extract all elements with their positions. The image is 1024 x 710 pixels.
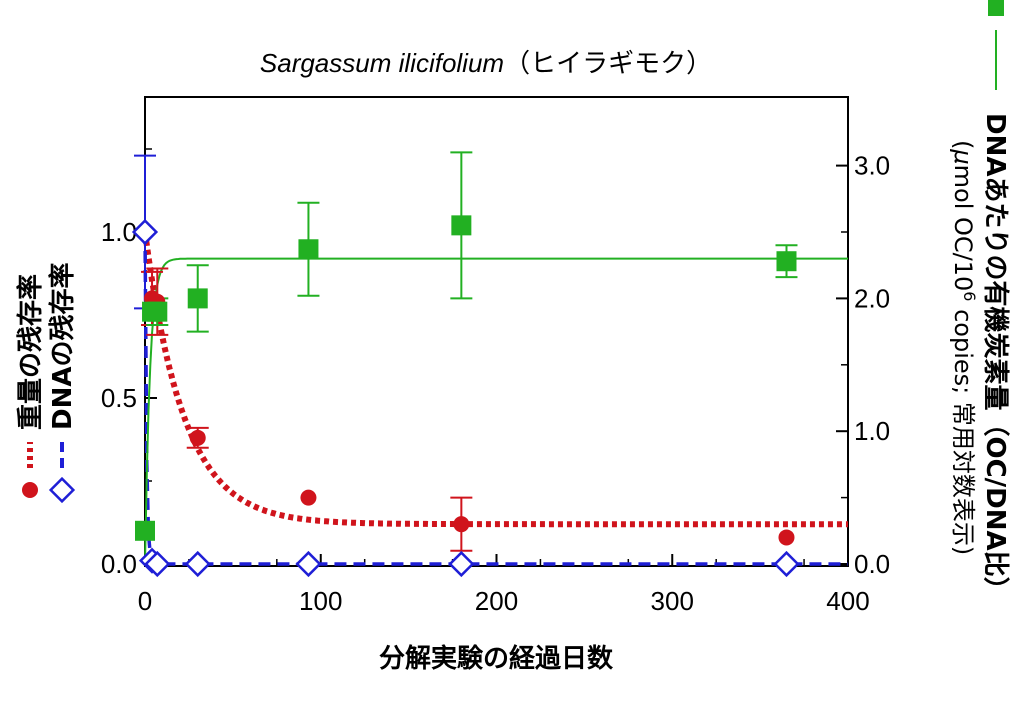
point-dna	[184, 550, 211, 578]
point-weight	[453, 516, 470, 533]
plot-frame	[144, 96, 849, 567]
data-markers	[131, 215, 800, 578]
point-oc-dna	[451, 215, 472, 236]
fit-curve-diamond	[143, 231, 848, 566]
point-weight	[778, 529, 795, 546]
point-dna	[773, 550, 800, 578]
y-axis-left: 0.0 0.5 1.0	[101, 148, 157, 579]
point-weight	[300, 489, 317, 506]
point-dna	[131, 218, 159, 246]
x-axis: 0 100 200 300 400	[138, 554, 870, 616]
point-oc-dna	[187, 288, 208, 309]
x-tick-label: 0	[138, 586, 152, 616]
x-tick-label: 400	[826, 586, 869, 616]
point-oc-dna	[776, 251, 797, 272]
x-tick-label: 200	[475, 586, 518, 616]
right-axis-subtitle-group: (μmol OC/106 copies; 常用対数表示)	[949, 140, 980, 555]
chart-title: Sargassum ilicifolium（ヒイラギモク）	[260, 48, 712, 79]
x-tick-label: 300	[651, 586, 694, 616]
legend-diamond-marker	[48, 476, 76, 504]
point-oc-dna	[147, 301, 168, 322]
title-jp: （ヒイラギモク）	[504, 49, 712, 79]
point-oc-dna	[135, 520, 155, 541]
y-right-tick-label: 2.0	[854, 283, 890, 313]
point-dna	[295, 550, 322, 578]
x-axis-title: 分解実験の経過日数	[379, 643, 614, 674]
fit-curves	[142, 231, 848, 566]
legend-square-marker	[988, 0, 1004, 16]
x-tick-label: 100	[299, 586, 342, 616]
point-dna	[448, 550, 475, 578]
fit-curve-square	[144, 257, 848, 565]
y-left-tick-label: 0.0	[101, 549, 137, 579]
y-left-tick-label: 1.0	[101, 217, 137, 247]
legend-weight-label: 重量の残存率	[15, 274, 46, 430]
legend-circle-marker	[22, 482, 38, 498]
y-left-tick-label: 0.5	[101, 383, 137, 413]
fit-curve-circle	[142, 231, 848, 528]
y-right-tick-label: 3.0	[854, 151, 890, 181]
title-latin: Sargassum ilicifolium	[260, 48, 504, 78]
point-oc-dna	[298, 239, 319, 260]
legend-dna-label: DNAの残存率	[47, 263, 78, 430]
left-legend: 重量の残存率	[15, 274, 46, 498]
point-weight	[189, 429, 206, 446]
y-right-tick-label: 1.0	[854, 416, 890, 446]
y-axis-right: 0.0 1.0 2.0 3.0	[836, 151, 890, 579]
right-axis-title: DNAあたりの有機炭素量（OC/DNA比）	[980, 113, 1010, 603]
point-dna	[144, 550, 171, 578]
right-legend: DNAあたりの有機炭素量（OC/DNA比）	[980, 0, 1010, 603]
y-right-tick-label: 0.0	[854, 549, 890, 579]
right-axis-subtitle: (μmol OC/106 copies; 常用対数表示)	[949, 140, 980, 555]
left-legend-dna: DNAの残存率	[47, 263, 78, 504]
